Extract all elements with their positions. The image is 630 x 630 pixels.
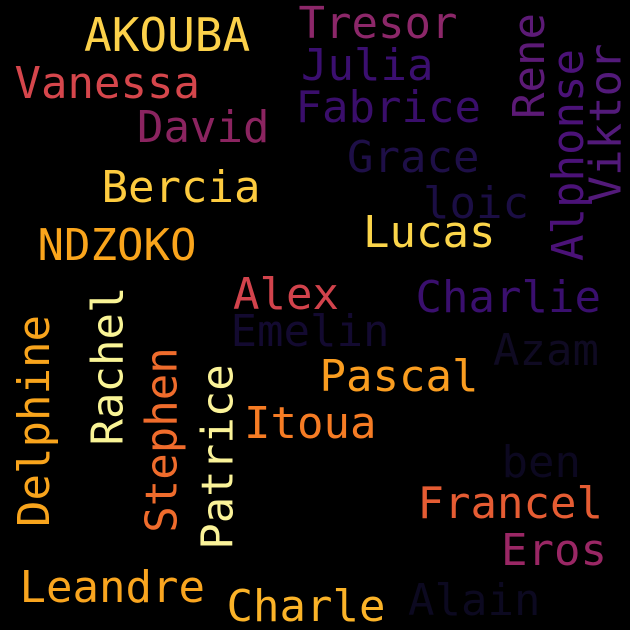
word-fabrice: Fabrice — [295, 82, 481, 133]
word-viktor: Viktor — [579, 43, 630, 203]
word-delphine: Delphine — [8, 315, 60, 527]
word-tresor: Tresor — [298, 0, 458, 49]
word-rachel: Rachel — [81, 286, 133, 446]
word-lucas: Lucas — [363, 207, 496, 258]
word-grace: Grace — [347, 132, 480, 183]
word-ben: ben — [501, 437, 581, 488]
word-pascal: Pascal — [319, 351, 479, 402]
word-julia: Julia — [301, 40, 434, 91]
word-leandre: Leandre — [19, 562, 205, 613]
word-eros: Eros — [501, 525, 607, 576]
word-stephen: Stephen — [136, 347, 188, 533]
word-patrice: Patrice — [192, 364, 244, 550]
word-bercia: Bercia — [101, 162, 261, 213]
word-loic: loic — [423, 178, 529, 229]
word-francel: Francel — [417, 478, 603, 529]
word-ndzoko: NDZOKO — [37, 220, 197, 271]
word-alex: Alex — [233, 269, 339, 320]
word-alain: Alain — [408, 575, 541, 626]
word-vanessa: Vanessa — [14, 58, 200, 109]
word-itoua: Itoua — [244, 398, 377, 449]
word-azam: Azam — [493, 325, 599, 376]
word-charle: Charle — [226, 581, 386, 630]
word-akouba: AKOUBA — [84, 8, 251, 62]
word-charlie: Charlie — [415, 272, 601, 323]
word-emelin: Emelin — [230, 306, 390, 357]
word-david: David — [137, 102, 270, 153]
